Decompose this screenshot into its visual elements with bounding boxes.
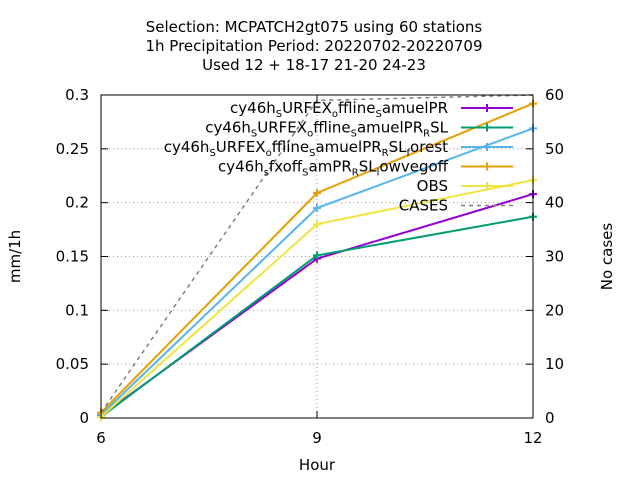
y2-tick-label: 50: [545, 140, 564, 158]
axis-ticks: 0 0.05 0.1 0.15 0.2 0.25 0.3 0 10 20 30 40 50 60 6 9 12: [56, 86, 565, 447]
legend-marker-4: [483, 182, 491, 190]
x-tick-label: 12: [523, 429, 542, 447]
data-point-3-1: [313, 188, 321, 197]
legend: cy46hSURFEXofflineSamuelPRcy46hSURFEXoff…: [164, 99, 513, 215]
y2-tick-label: 20: [545, 301, 564, 319]
y2-tick-label: 0: [545, 409, 555, 427]
data-point-4-1: [313, 220, 321, 229]
y2-tick-label: 60: [545, 86, 564, 104]
legend-label-3: cy46hsfxoffSamPRRSLlowvegoff: [218, 158, 449, 179]
y2-tick-label: 40: [545, 194, 564, 212]
data-point-2-1: [313, 204, 321, 213]
chart-title-line-2: 1h Precipitation Period: 20220702-202207…: [145, 37, 482, 55]
legend-marker-0: [483, 104, 491, 112]
y2-tick-label: 30: [545, 248, 564, 266]
x-axis-label: Hour: [299, 456, 336, 474]
y-tick-label: 0.15: [56, 248, 89, 266]
y-tick-label: 0.25: [56, 140, 89, 158]
legend-marker-3: [483, 162, 491, 171]
chart-title-line-3: Used 12 + 18-17 21-20 24-23: [202, 56, 426, 74]
data-point-1-1: [313, 251, 321, 260]
y-tick-label: 0.2: [65, 194, 89, 212]
y-tick-label: 0.3: [65, 86, 89, 104]
legend-label-5: CASES: [399, 197, 448, 215]
legend-label-2: cy46hSURFEXofflineSamuelPRRSLforest: [164, 138, 448, 159]
chart-title-line-1: Selection: MCPATCH2gt075 using 60 statio…: [146, 18, 483, 36]
series-line-1: [100, 215, 534, 418]
legend-label-4: OBS: [417, 177, 448, 195]
y-tick-label: 0.1: [65, 301, 89, 319]
y2-tick-label: 10: [545, 355, 564, 373]
y2-axis-label: No cases: [598, 223, 616, 291]
legend-marker-2: [483, 143, 491, 151]
y-tick-label: 0: [79, 409, 89, 427]
y-tick-label: 0.05: [56, 355, 89, 373]
legend-label-1: cy46hSURFEXofflineSamuelPRRSL: [205, 119, 448, 140]
y-axis-label: mm/1h: [6, 230, 24, 283]
x-tick-label: 9: [312, 429, 322, 447]
x-tick-label: 6: [96, 429, 106, 447]
chart-title: Selection: MCPATCH2gt075 using 60 statio…: [145, 18, 482, 74]
legend-marker-1: [483, 123, 491, 132]
legend-label-0: cy46hSURFEXofflineSamuelPR: [230, 99, 448, 120]
